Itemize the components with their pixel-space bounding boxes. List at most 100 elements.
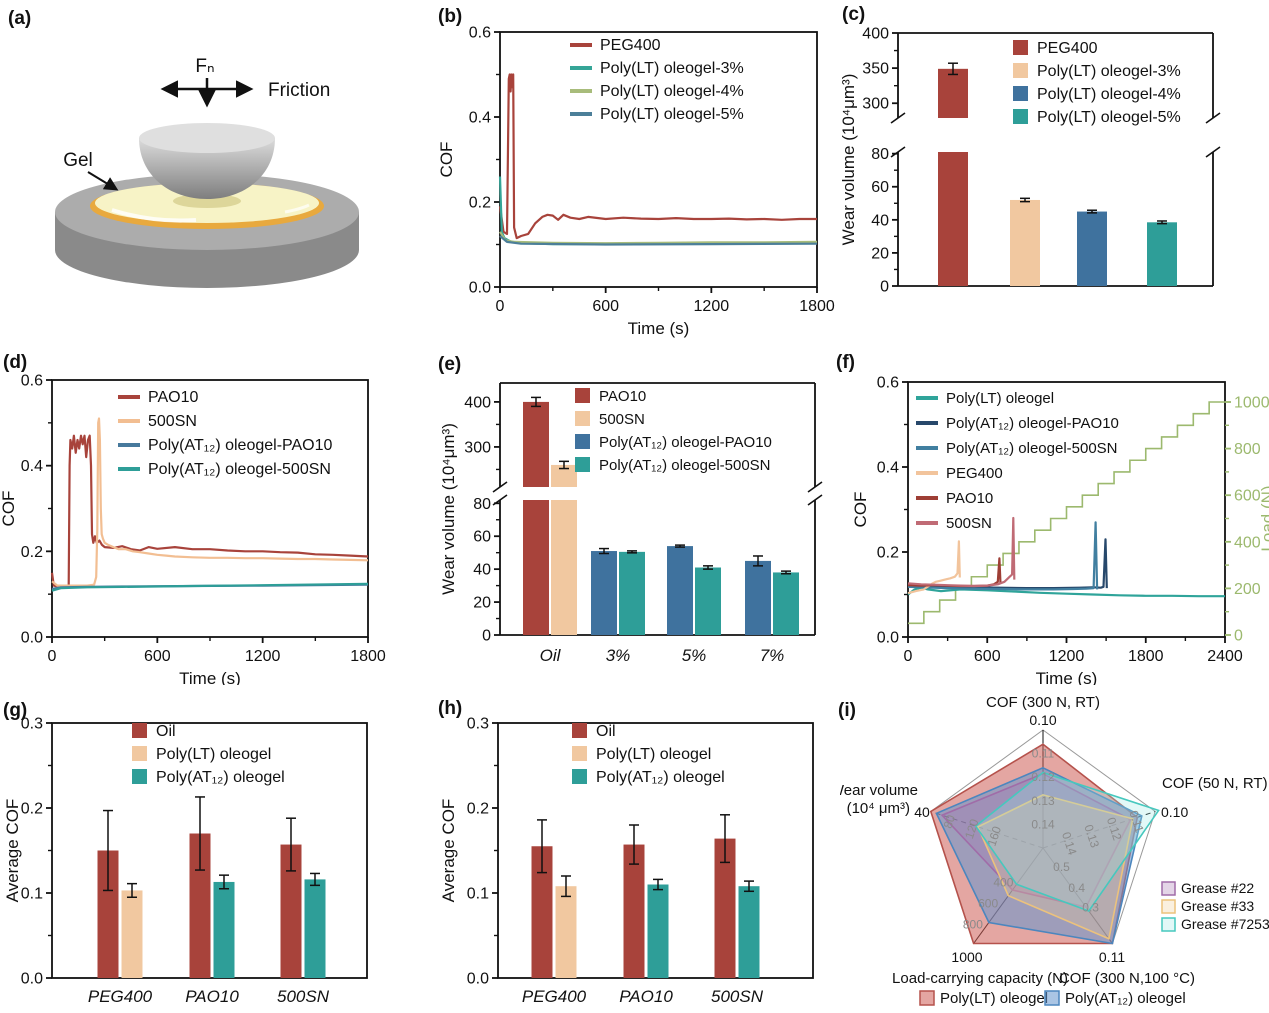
bar <box>623 844 645 978</box>
radar-tick-label: 0.13 <box>1081 823 1102 850</box>
series-Poly(AT₁₂) oleogel-500SN <box>907 521 1099 591</box>
legend-label: Oil <box>596 723 616 740</box>
legend-item: Poly(AT₁₂) oleogel-500SN <box>916 440 1118 457</box>
axes: 0 600 1200 1800 2400 0.0 0.2 0.4 0.6 0 200 400 600 80… <box>877 375 1269 666</box>
legend-label: Poly(LT) oleogel-4% <box>1037 86 1181 103</box>
category-label: Oil <box>540 646 562 665</box>
bar <box>667 546 693 635</box>
legend-item: Grease #22 <box>1161 880 1254 896</box>
error-bar <box>629 824 639 865</box>
error-bar <box>127 882 137 898</box>
legend-label: Poly(LT) oleogel-5% <box>600 106 744 123</box>
radar-tick-label: 0.5 <box>1053 860 1070 874</box>
bar <box>551 500 577 635</box>
bar <box>551 464 577 487</box>
legend-label: Poly(AT₁₂) oleogel-500SN <box>599 457 771 474</box>
bar <box>531 846 553 978</box>
y-tick-label: 0 <box>880 279 889 296</box>
y-tick-label: 0.6 <box>877 375 899 392</box>
y-tick-label: 350 <box>862 61 889 78</box>
cof-time-chart-peg400: 0 600 1200 1800 0.0 0.2 0.4 0.6 Time (s) COF PEG40… <box>437 25 835 339</box>
bar <box>591 551 617 635</box>
radar-tick-label: 0.14 <box>1059 830 1080 857</box>
y-tick-label: 0.6 <box>469 25 491 42</box>
legend-swatch <box>1013 86 1028 101</box>
legend-item: PAO10 <box>118 389 199 406</box>
legend-label: Poly(LT) oleogel <box>596 746 711 763</box>
series-500SN <box>907 516 1016 588</box>
bar <box>714 838 736 978</box>
legend-label: PEG400 <box>600 37 661 54</box>
bar <box>1010 199 1040 286</box>
radar-tick-label: 800 <box>963 917 983 931</box>
x-tick-label: 1800 <box>350 648 386 665</box>
series-PAO10 <box>50 434 369 588</box>
error-bar <box>627 550 637 554</box>
y-tick-label: 0.0 <box>21 630 43 647</box>
radar-vertex-value: 0.11 <box>1099 949 1125 965</box>
legend-item: Poly(AT₁₂) oleogel-500SN <box>575 457 771 474</box>
legend-item: Poly(AT₁₂) oleogel-PAO10 <box>575 434 772 451</box>
legend-item: Poly(LT) oleogel-5% <box>1013 109 1181 126</box>
legend-item: Poly(AT₁₂) oleogel-PAO10 <box>118 437 333 454</box>
legend-item: Poly(AT₁₂) oleogel <box>572 769 725 786</box>
axes: 300 400 0 20 40 60 80 <box>464 394 500 645</box>
legend-item: Poly(LT) oleogel-4% <box>570 83 744 100</box>
legend-swatch <box>575 434 590 449</box>
y-tick-label: 0.2 <box>877 545 899 562</box>
x-tick-label: 600 <box>144 648 171 665</box>
series-500SN <box>51 417 369 587</box>
y2-tick-label: 600 <box>1234 488 1261 505</box>
category-label: 3% <box>606 646 631 665</box>
x-axis-label: Time (s) <box>1036 669 1098 685</box>
radar-tick-label: 0.13 <box>1031 794 1055 808</box>
y-tick-label: 0.2 <box>467 801 489 818</box>
y-tick-label: 60 <box>871 179 889 196</box>
panel-letter-b: (b) <box>438 6 463 27</box>
legend-item: Poly(LT) oleogel <box>916 390 1054 407</box>
radar-tick-label: 600 <box>978 896 998 910</box>
bar <box>695 567 721 635</box>
y-tick-label: 0.3 <box>467 716 489 733</box>
x-axis-label: Time (s) <box>628 319 690 338</box>
radar-tick-label: 400 <box>993 875 1013 889</box>
legend-label: Poly(AT₁₂) oleogel <box>596 769 725 786</box>
y-tick-label: 0.1 <box>21 886 43 903</box>
bar <box>938 68 968 118</box>
legend-item: PAO10 <box>575 388 646 405</box>
y-tick-label: 0.4 <box>877 460 899 477</box>
legend-label: Poly(LT) oleogel-3% <box>1037 63 1181 80</box>
category-label: PEG400 <box>522 987 587 1006</box>
legend-swatch <box>132 746 147 761</box>
legend-label: 500SN <box>946 515 992 532</box>
x-tick-label: 1200 <box>245 648 281 665</box>
radar-tick-label: 0.11 <box>1032 747 1055 761</box>
legend-label: PEG400 <box>1037 40 1098 57</box>
series-Poly(LT) oleogel-4% <box>499 231 818 245</box>
x-tick-label: 600 <box>592 298 619 315</box>
legend-item: Poly(AT₁₂) oleogel <box>132 769 285 786</box>
error-bar <box>103 809 113 892</box>
fn-label: Fₙ <box>195 56 214 77</box>
axis-break-mark <box>890 146 906 158</box>
legend-item: PEG400 <box>1013 40 1098 57</box>
wear-volume-chart-oils: 300 400 0 20 40 60 80 Wear volume (10⁴μm³) Oil 3%… <box>439 382 823 665</box>
axis-break-mark <box>807 481 823 493</box>
axis-break-mark <box>492 481 508 493</box>
bar <box>773 572 799 635</box>
panel-letter-i: (i) <box>838 700 856 721</box>
x-tick-label: 0 <box>48 648 57 665</box>
bar <box>555 886 577 978</box>
x-tick-label: 1800 <box>799 298 835 315</box>
category-label: 500SN <box>711 987 764 1006</box>
legend-item: PEG400 <box>916 465 1003 482</box>
legend-swatch <box>1161 899 1176 914</box>
y-tick-label: 0.2 <box>469 195 491 212</box>
y-tick-label: 40 <box>473 562 491 579</box>
y-tick-label: 40 <box>871 212 889 229</box>
radar-vertex-value: 0.10 <box>1029 712 1056 728</box>
legend-swatch <box>1044 990 1060 1006</box>
y-tick-label: 400 <box>862 26 889 43</box>
legend-label: Poly(AT₁₂) oleogel-500SN <box>946 440 1118 457</box>
error-bar <box>744 880 754 893</box>
